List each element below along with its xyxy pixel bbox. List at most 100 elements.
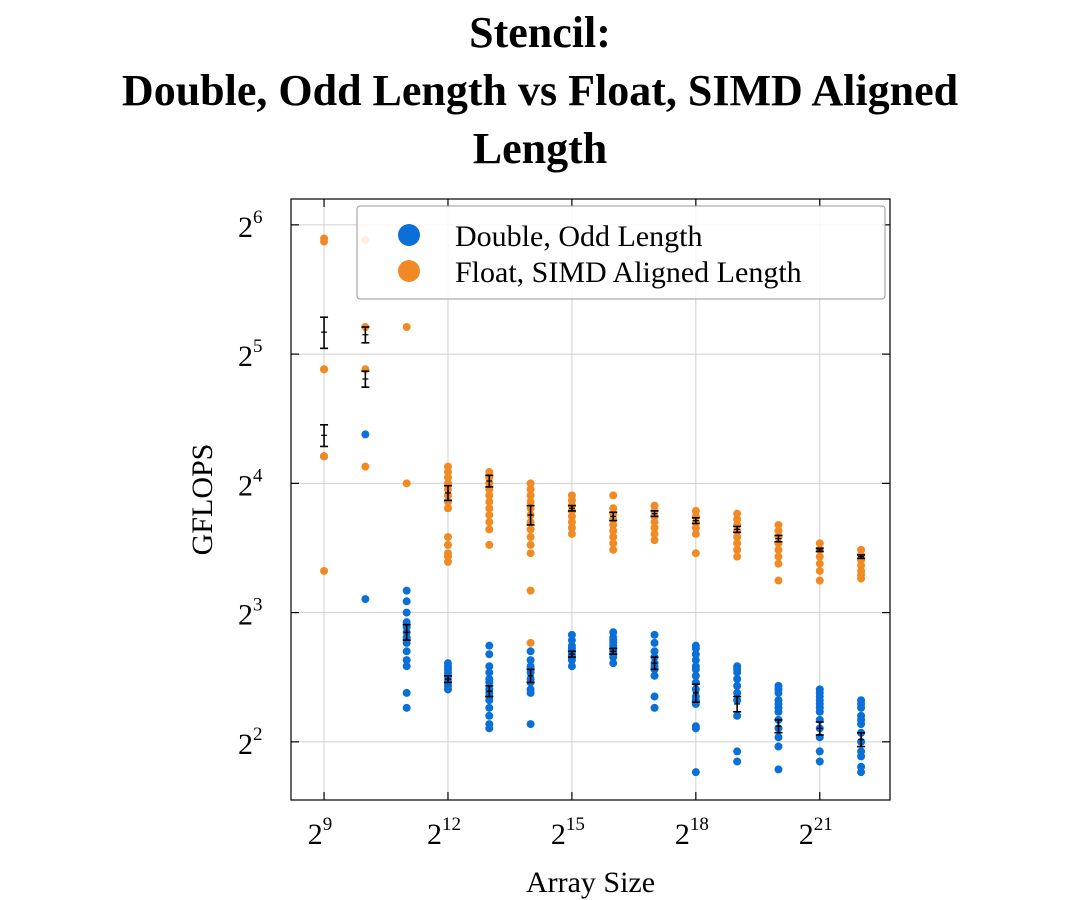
double-error-bar [733,695,742,713]
double-error-bar [526,668,535,684]
float-data-point [567,518,576,527]
float-data-point [443,473,452,482]
float-data-point [609,526,618,535]
float-data-point [485,491,494,500]
chart-title-line-3: Length [472,124,608,173]
double-data-point [361,595,370,604]
float-data-point [526,549,535,558]
double-data-point [567,662,576,671]
double-data-point [733,747,742,756]
float-data-point [609,520,618,529]
double-data-point [609,628,618,637]
double-data-point [485,650,494,659]
double-data-point [402,688,411,697]
float-data-point [443,504,452,513]
float-data-point [609,539,618,548]
data-points [320,234,866,777]
double-data-point [857,762,866,771]
float-data-point [774,526,783,535]
y-tick-label: 24 [238,465,263,502]
double-data-point [526,662,535,671]
float-data-point [774,520,783,529]
float-data-point [526,497,535,506]
double-data-point [650,630,659,639]
float-data-point [526,491,535,500]
float-data-point [650,523,659,532]
double-data-point [857,747,866,756]
double-data-point [815,747,824,756]
float-data-point [815,559,824,568]
double-data-point [733,675,742,684]
float-error-bar [733,525,742,534]
float-data-point [733,545,742,554]
double-data-point [402,662,411,671]
float-error-bar [526,504,535,526]
float-data-point [774,559,783,568]
float-data-point [774,552,783,561]
float-data-point [733,515,742,524]
float-data-point [526,532,535,541]
legend-label-float: Float, SIMD Aligned Length [455,256,802,289]
float-data-point [691,529,700,538]
double-data-point [526,685,535,694]
float-data-point [733,532,742,541]
double-error-bar [485,685,494,698]
float-data-point [485,504,494,513]
double-data-point [402,608,411,617]
axes: 29 212 215 218 221 22 23 24 25 26 [238,199,890,851]
float-data-point [402,479,411,488]
float-data-point [650,518,659,527]
x-tick-label: 212 [427,814,461,851]
double-data-point [691,650,700,659]
double-error-bar [567,650,576,658]
float-data-point [320,566,329,575]
double-data-point [691,662,700,671]
float-data-point [402,323,411,332]
float-data-point [774,545,783,554]
double-data-point [774,696,783,705]
y-tick-label: 23 [238,595,263,632]
float-data-point [815,576,824,585]
float-error-bar [650,510,659,518]
float-data-point [526,479,535,488]
double-data-point [815,685,824,694]
float-error-bar [857,554,866,560]
float-error-bar [567,504,576,512]
double-data-point [526,656,535,665]
chart-title-line-2: Double, Odd Length vs Float, SIMD Aligne… [121,66,959,115]
legend-label-double: Double, Odd Length [455,220,702,253]
double-data-point [402,597,411,606]
double-error-bar [402,623,411,641]
double-error-bar [857,731,866,748]
float-data-point [609,504,618,513]
double-error-bar [774,719,783,734]
float-error-bar [774,534,783,543]
float-error-bar [815,547,824,553]
y-tick-label: 26 [238,207,263,244]
double-data-point [733,662,742,671]
double-data-point [485,720,494,729]
float-data-point [443,462,452,471]
y-tick-label: 25 [238,336,263,373]
plot-area-frame [290,198,891,801]
double-data-point [526,647,535,656]
float-data-point [443,540,452,549]
x-axis-label: Array Size [526,866,655,899]
float-data-point [691,549,700,558]
float-error-bar [361,326,370,344]
double-data-point [485,711,494,720]
float-data-point [774,576,783,585]
float-data-point [815,552,824,561]
double-data-point [402,586,411,595]
float-error-bar [320,316,329,350]
double-data-point [443,659,452,668]
float-data-point [361,462,370,471]
double-data-point [650,692,659,701]
double-data-point [485,662,494,671]
float-data-point [691,523,700,532]
legend-box [356,205,886,300]
float-data-point [650,536,659,545]
double-data-point [857,696,866,705]
float-data-point [485,497,494,506]
